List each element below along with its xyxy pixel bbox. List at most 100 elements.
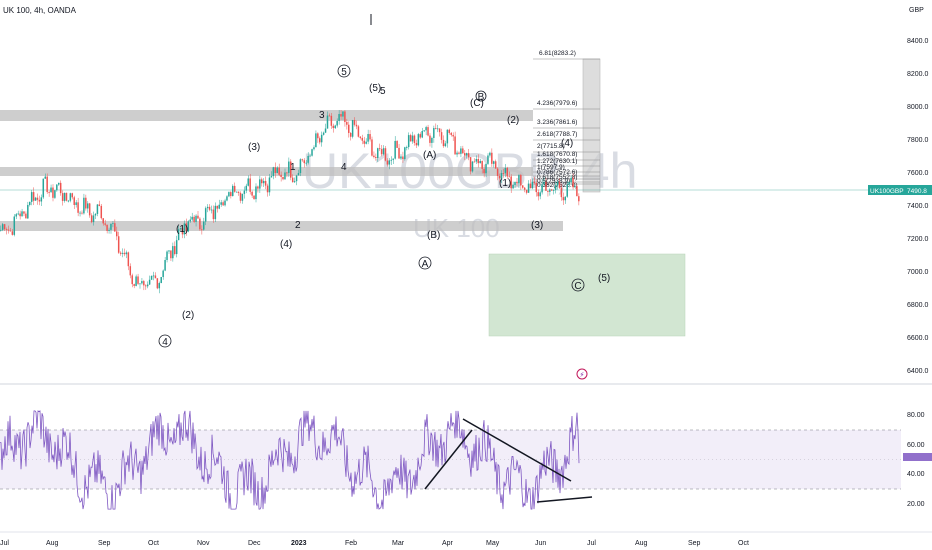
candle [185,223,188,232]
candle [522,185,524,188]
fib-label: 2.618(7788.7) [537,131,577,138]
time-tick: Sep [688,540,701,547]
fib-label: 2(7715.8) [537,143,565,150]
candle [485,163,487,174]
candle [560,187,563,198]
candle [282,176,284,180]
time-axis: Jul Aug Sep Oct Nov Dec 2023 Feb Mar Apr… [0,540,749,547]
candle [262,180,265,184]
candle [367,134,369,142]
time-tick: Aug [46,540,59,547]
candle [504,168,507,174]
candle [320,134,323,143]
candle [241,193,244,201]
candle [187,221,190,232]
candle [266,185,269,193]
candle [363,140,365,144]
candle [164,259,166,271]
candle [525,189,528,193]
candle [29,201,31,205]
candle [54,190,56,198]
wave-label: A [422,259,429,270]
wave-label: 4 [162,337,168,348]
candle [98,204,101,206]
fib-label: 6.81(8283.2) [539,50,576,57]
candle [541,184,543,193]
candle [520,175,522,186]
candle [104,223,106,225]
candle [377,148,379,159]
current-price-tag [905,185,932,195]
candle [150,275,153,280]
event-icon[interactable] [576,368,588,380]
candle [433,128,435,138]
candle [17,213,19,215]
candle [438,128,441,133]
rsi-series [0,410,580,510]
candle [481,160,483,169]
candle [500,173,503,179]
candle [127,252,130,267]
price-tick: 7400.0 [907,203,929,210]
candle [290,161,292,178]
candle [30,192,33,202]
candle [276,167,278,173]
candle [264,180,267,186]
candle [510,176,512,189]
rsi-trendline [424,429,473,490]
wave-label: (4) [280,239,292,250]
candle [552,190,555,191]
candle [317,133,319,139]
candle [42,178,45,198]
candle [326,115,329,129]
current-price-symbol: UK100GBP [870,188,904,195]
time-tick: Oct [148,540,159,547]
candle [429,135,431,143]
candle [160,277,162,284]
candle [199,218,201,230]
candle [518,175,520,184]
candle [189,219,191,222]
price-axis-currency: GBP [909,7,924,14]
rsi-band [0,430,901,489]
candle [452,134,454,137]
candle [90,215,93,223]
price-tick: 6600.0 [907,335,929,342]
candle [328,115,331,117]
price-tick: 7200.0 [907,236,929,243]
candle [512,184,514,189]
candle [249,178,251,192]
candle [208,206,211,210]
candle [545,181,547,191]
candle [232,185,234,197]
candle [212,209,215,220]
candle [334,125,336,129]
candle [226,196,228,201]
candle [342,111,344,117]
candle [295,175,298,182]
candle [369,134,371,140]
candle [533,181,536,183]
candle [139,283,141,285]
time-tick: Jul [0,540,9,547]
candle [191,216,193,220]
time-tick: Sep [98,540,111,547]
candle [554,185,557,191]
candle [77,202,79,213]
candle [311,149,313,156]
candle [450,132,452,135]
candle [394,140,396,159]
candle [458,152,460,154]
time-tick: Dec [248,540,261,547]
candle [301,159,304,161]
candle [56,184,58,191]
candle [562,197,565,201]
candle [324,128,327,133]
candle [508,176,510,178]
candle [336,120,338,126]
time-tick: Feb [345,540,357,547]
candle [143,281,145,286]
candle [145,285,147,287]
candle [67,200,70,202]
candle [494,161,497,169]
